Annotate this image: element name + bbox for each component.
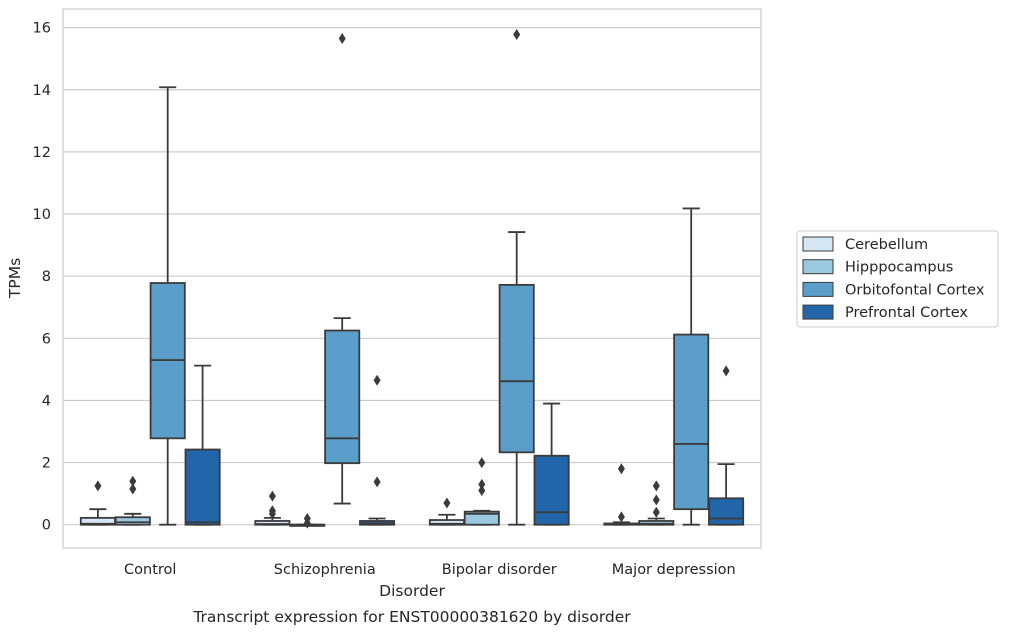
outlier-point [443,497,451,509]
box-rect [184,448,221,526]
y-tick-label: 10 [33,207,51,223]
box-group [359,374,396,526]
legend-swatch [802,281,834,297]
legend-label: Cerebellum [845,237,928,253]
outlier-point [652,506,660,518]
box-group [428,497,465,526]
y-tick-label: 6 [42,331,51,347]
y-tick-label: 8 [42,269,51,285]
outlier-point [303,512,311,524]
y-tick-label: 2 [42,456,51,472]
y-tick-label: 4 [42,393,51,409]
box-group [254,490,291,526]
box-rect [673,333,710,511]
legend-label: Hipppocampus [845,260,953,276]
outlier-point [129,475,137,487]
box-rect [638,520,675,526]
box-group [603,463,640,526]
box-rect [114,516,151,526]
legend-frame [796,230,999,328]
outlier-point [94,480,102,492]
outlier-point [478,485,486,497]
boxes-layer [79,28,745,529]
box-group [184,364,221,526]
legend-swatch [802,304,834,320]
plot-frame [62,8,762,549]
y-tick-labels: 0 2 4 6 8 10 12 14 16 [33,21,51,534]
box-rect [708,497,745,526]
x-tick-label: Bipolar disorder [442,562,557,578]
x-tick-label: Schizophrenia [274,562,376,578]
chart-title: Transcript expression for ENST0000038162… [192,608,631,626]
outlier-point [722,365,730,377]
outlier-point [268,490,276,502]
legend-label: Orbitofontal Cortex [845,282,985,298]
outlier-point [617,463,625,475]
y-tick-label: 12 [33,145,51,161]
outlier-point [478,457,486,469]
x-tick-label: Major depression [612,562,736,578]
box-group [324,33,361,505]
box-rect [533,454,570,526]
box-group [533,402,570,526]
y-tick-label: 16 [33,21,51,37]
x-tick-labels: Control Schizophrenia Bipolar disorder Majo… [124,562,736,578]
box-group [149,86,186,526]
legend-swatch [802,259,834,275]
x-tick-label: Control [124,562,176,578]
x-axis-title: Disorder [379,582,445,600]
outlier-point [478,478,486,490]
y-axis-title: TPMs [6,258,24,299]
outlier-point [129,483,137,495]
box-group [638,480,675,526]
box-group [463,457,500,526]
box-group [79,480,116,526]
outlier-point [652,480,660,492]
box-group [498,28,535,526]
box-group [289,512,326,529]
legend-swatch [802,236,834,252]
outlier-point [617,511,625,523]
outlier-point [513,28,521,40]
y-tick-label: 14 [33,83,51,99]
outlier-point [338,33,346,45]
box-rect [463,510,500,526]
box-rect [498,283,535,454]
y-tick-label: 0 [42,518,51,534]
box-rect [324,329,361,465]
outlier-point [373,476,381,488]
box-group [708,365,745,526]
outlier-point [268,505,276,517]
outlier-point [652,494,660,506]
outlier-point [373,374,381,386]
box-group [114,475,151,526]
legend-label: Prefrontal Cortex [845,305,968,321]
box-group [673,207,710,526]
legend: Cerebellum Hipppocampus Orbitofontal Corte… [796,230,999,328]
